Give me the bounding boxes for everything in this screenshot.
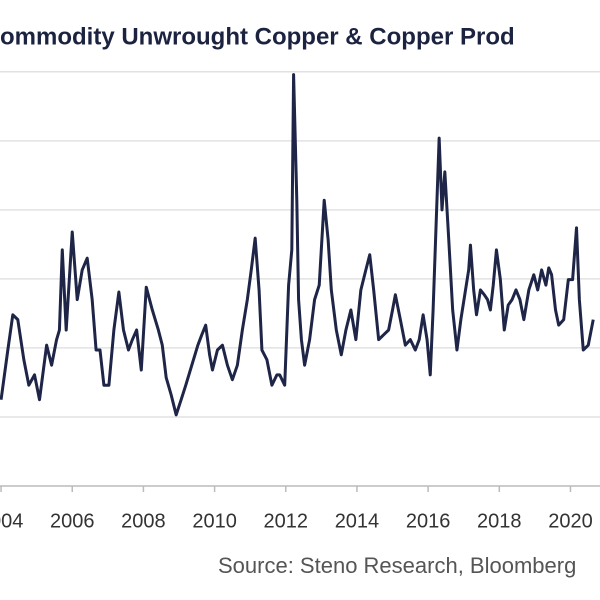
x-tick-label: 2020 bbox=[548, 510, 593, 532]
x-tick-label: 2008 bbox=[121, 510, 166, 532]
x-tick-label: 2016 bbox=[406, 510, 451, 532]
x-tick-label: 2006 bbox=[50, 510, 95, 532]
x-tick-label: 2012 bbox=[264, 510, 309, 532]
series-line bbox=[0, 73, 595, 417]
x-tick-label: 2010 bbox=[192, 510, 237, 532]
chart-title: ommodity Unwrought Copper & Copper Prod bbox=[0, 23, 515, 50]
x-tick-label: 2004 bbox=[0, 510, 23, 532]
source-note: Source: Steno Research, Bloomberg bbox=[218, 553, 576, 578]
x-tick-label: 2014 bbox=[335, 510, 380, 532]
x-tick-label: 2018 bbox=[477, 510, 522, 532]
